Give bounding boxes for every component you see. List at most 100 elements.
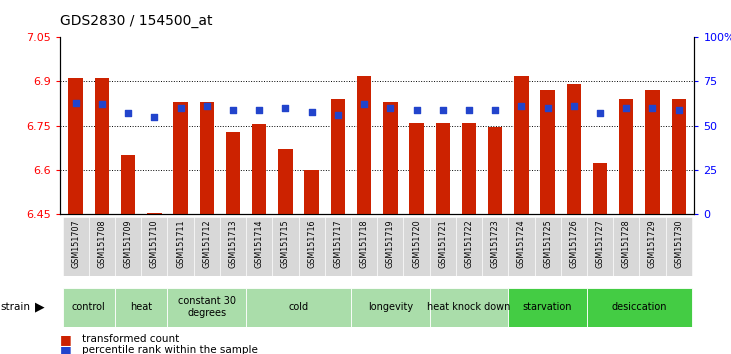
Text: GSM151716: GSM151716 — [307, 219, 316, 268]
Text: GSM151712: GSM151712 — [202, 219, 211, 268]
Text: constant 30
degrees: constant 30 degrees — [178, 296, 236, 318]
Text: GSM151709: GSM151709 — [124, 219, 132, 268]
Bar — [115, 287, 167, 327]
Bar — [534, 217, 561, 276]
Text: ▶: ▶ — [35, 301, 45, 314]
Bar — [279, 149, 292, 214]
Point — [542, 105, 553, 111]
Bar — [613, 217, 640, 276]
Bar — [252, 124, 266, 214]
Text: GSM151727: GSM151727 — [596, 219, 605, 268]
Bar — [640, 217, 666, 276]
Point — [621, 105, 632, 111]
Point — [201, 103, 213, 109]
Text: GSM151723: GSM151723 — [491, 219, 500, 268]
Text: longevity: longevity — [368, 302, 413, 312]
Text: ■: ■ — [60, 333, 72, 346]
Point — [411, 107, 423, 113]
Bar — [456, 217, 482, 276]
Bar — [273, 217, 298, 276]
Text: GSM151717: GSM151717 — [333, 219, 342, 268]
Bar — [330, 99, 345, 214]
Bar — [147, 213, 162, 214]
Bar — [593, 162, 607, 214]
Text: heat knock down: heat knock down — [428, 302, 511, 312]
Point — [358, 102, 370, 107]
Point — [463, 107, 475, 113]
Bar — [69, 79, 83, 214]
Text: GSM151725: GSM151725 — [543, 219, 552, 268]
Bar — [430, 217, 456, 276]
Bar — [95, 79, 109, 214]
Text: heat: heat — [130, 302, 152, 312]
Bar — [298, 217, 325, 276]
Text: transformed count: transformed count — [82, 334, 179, 344]
Bar — [200, 102, 214, 214]
Point — [96, 102, 107, 107]
Point — [594, 110, 606, 116]
Bar — [482, 217, 508, 276]
Point — [254, 107, 265, 113]
Bar — [436, 123, 450, 214]
Text: GSM151708: GSM151708 — [97, 219, 107, 268]
Bar — [246, 217, 273, 276]
Point — [279, 105, 291, 111]
Bar — [672, 99, 686, 214]
Bar — [645, 90, 659, 214]
Bar — [508, 217, 534, 276]
Bar — [141, 217, 167, 276]
Bar — [226, 132, 240, 214]
Text: GSM151714: GSM151714 — [254, 219, 264, 268]
Bar — [587, 217, 613, 276]
Bar — [430, 287, 508, 327]
Bar — [666, 217, 692, 276]
Text: starvation: starvation — [523, 302, 572, 312]
Bar — [540, 90, 555, 214]
Bar — [383, 102, 398, 214]
Text: GSM151724: GSM151724 — [517, 219, 526, 268]
Bar — [619, 99, 634, 214]
Bar — [325, 217, 351, 276]
Point — [489, 107, 501, 113]
Bar — [587, 287, 692, 327]
Text: GSM151722: GSM151722 — [464, 219, 474, 268]
Text: GSM151730: GSM151730 — [674, 219, 683, 268]
Bar — [63, 217, 88, 276]
Bar — [351, 287, 430, 327]
Bar — [167, 217, 194, 276]
Bar — [409, 123, 424, 214]
Bar — [404, 217, 430, 276]
Text: GSM151711: GSM151711 — [176, 219, 185, 268]
Bar — [167, 287, 246, 327]
Point — [227, 107, 239, 113]
Point — [385, 105, 396, 111]
Point — [306, 109, 317, 114]
Text: GDS2830 / 154500_at: GDS2830 / 154500_at — [60, 14, 213, 28]
Point — [175, 105, 186, 111]
Bar — [462, 123, 476, 214]
Text: GSM151707: GSM151707 — [71, 219, 80, 268]
Bar — [173, 102, 188, 214]
Bar — [88, 217, 115, 276]
Text: strain: strain — [1, 302, 31, 312]
Text: GSM151719: GSM151719 — [386, 219, 395, 268]
Bar — [488, 127, 502, 214]
Text: desiccation: desiccation — [612, 302, 667, 312]
Bar — [121, 155, 135, 214]
Point — [515, 103, 527, 109]
Point — [122, 110, 134, 116]
Bar — [351, 217, 377, 276]
Point — [673, 107, 684, 113]
Bar — [220, 217, 246, 276]
Text: GSM151720: GSM151720 — [412, 219, 421, 268]
Bar — [115, 217, 141, 276]
Point — [70, 100, 82, 105]
Point — [437, 107, 449, 113]
Bar — [508, 287, 587, 327]
Text: control: control — [72, 302, 106, 312]
Point — [568, 103, 580, 109]
Text: percentile rank within the sample: percentile rank within the sample — [82, 346, 258, 354]
Bar — [194, 217, 220, 276]
Text: GSM151710: GSM151710 — [150, 219, 159, 268]
Bar — [561, 217, 587, 276]
